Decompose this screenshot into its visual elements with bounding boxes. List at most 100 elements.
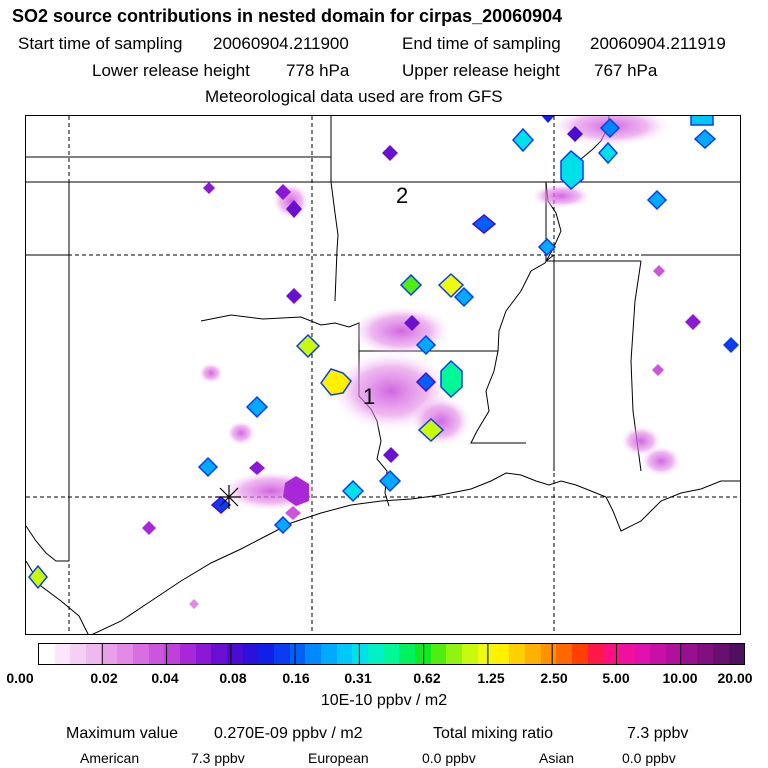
source-cell — [203, 182, 215, 194]
source-cell — [646, 189, 668, 211]
marker-2: 2 — [396, 183, 408, 208]
source-cell — [189, 599, 199, 609]
colorbar-dividers — [101, 643, 682, 665]
source-cell — [295, 333, 321, 359]
end-time-label: End time of sampling — [402, 34, 561, 53]
source-cell — [437, 272, 465, 299]
source-cell — [28, 564, 48, 590]
total-mixing-value: 7.3 ppbv — [627, 725, 689, 742]
colorbar-cell — [148, 644, 165, 664]
marker-1: 1 — [363, 384, 375, 409]
colorbar-cell — [242, 644, 259, 664]
source-cell — [417, 417, 445, 443]
lower-release-value: 778 hPa — [286, 61, 350, 80]
source-cell — [560, 149, 584, 191]
colorbar-cell — [211, 644, 228, 664]
start-time-value: 20060904.211900 — [213, 34, 349, 53]
boundary-ar-ok — [330, 157, 339, 302]
colorbar-tick-label: 0.00 — [6, 670, 34, 686]
start-time-label: Start time of sampling — [18, 34, 183, 53]
colorbar-cell — [117, 644, 134, 664]
source-cell — [197, 456, 219, 478]
source-cell — [453, 286, 475, 308]
max-value-label: Maximum value — [66, 725, 179, 742]
colorbar-cell — [571, 644, 588, 664]
boundary-red-river — [200, 314, 360, 351]
source-cell — [286, 200, 302, 218]
source-cell — [142, 521, 156, 535]
upper-release-value: 767 hPa — [594, 61, 658, 80]
colorbar-cell — [336, 644, 353, 664]
colorbar-cell — [101, 644, 118, 664]
concentration-field — [199, 116, 681, 511]
plot-title: SO2 source contributions in nested domai… — [12, 6, 563, 26]
source-cell — [415, 371, 437, 393]
total-mixing-label: Total mixing ratio — [433, 725, 554, 742]
met-data-line: Meteorological data used are from GFS — [205, 87, 503, 106]
colorbar-cell — [477, 644, 494, 664]
colorbar-cell — [383, 644, 400, 664]
american-label: American — [80, 750, 140, 766]
colorbar-tick-label: 2.50 — [540, 670, 568, 686]
colorbar — [38, 643, 745, 665]
colorbar-cell — [368, 644, 384, 664]
plume-area — [199, 363, 223, 383]
colorbar-cell — [587, 644, 604, 664]
source-cell — [599, 117, 621, 139]
colorbar-cell — [39, 644, 55, 664]
colorbar-cell — [180, 644, 196, 664]
asian-label: Asian — [539, 750, 575, 766]
plume-area — [531, 184, 591, 208]
colorbar-cell — [712, 644, 729, 664]
map-canvas: 1 2 — [26, 116, 740, 634]
source-cell — [275, 184, 291, 200]
source-cell — [245, 395, 269, 419]
release-star-icon — [216, 485, 241, 509]
colorbar-cell — [195, 644, 212, 664]
colorbar-cell — [728, 644, 745, 664]
colorbar-cell — [352, 644, 369, 664]
colorbar-cell — [164, 644, 181, 664]
asian-value: 0.0 ppbv — [622, 750, 676, 766]
boundary-mississippi-river — [497, 181, 562, 352]
colorbar-tick-label: 10.00 — [662, 670, 698, 686]
boundary-la-ms — [470, 350, 526, 444]
source-cell — [723, 337, 739, 353]
colorbar-cell — [305, 644, 322, 664]
colorbar-cell — [399, 644, 416, 664]
colorbar-tick-label: 0.62 — [413, 670, 441, 686]
colorbar-tick-label: 0.31 — [344, 670, 372, 686]
source-cell — [273, 515, 293, 535]
colorbar-cell — [681, 644, 698, 664]
colorbar-tick-label: 1.25 — [477, 670, 505, 686]
source-cell — [404, 315, 420, 331]
source-cell — [249, 461, 265, 475]
colorbar-cell — [54, 644, 71, 664]
colorbar-cell — [556, 644, 572, 664]
colorbar-cell — [697, 644, 713, 664]
end-time-value: 20060904.211919 — [590, 34, 726, 53]
upper-release-label: Upper release height — [402, 61, 560, 80]
colorbar-tick-label: 0.02 — [90, 670, 118, 686]
source-cell — [399, 273, 423, 297]
source-cell — [685, 314, 701, 330]
boundary-ok-north — [26, 116, 332, 158]
source-cell — [541, 116, 555, 123]
rio-grande — [26, 525, 69, 562]
plume-area — [227, 421, 255, 445]
source-cell — [415, 334, 437, 356]
point-sources — [28, 116, 739, 609]
colorbar-units: 10E-10 ppbv / m2 — [320, 692, 448, 709]
colorbar-cell — [289, 644, 306, 664]
colorbar-cell — [462, 644, 478, 664]
colorbar-cell — [274, 644, 290, 664]
colorbar-cell — [70, 644, 87, 664]
colorbar-cell — [493, 644, 510, 664]
source-cell — [341, 479, 365, 503]
source-cell — [383, 447, 399, 463]
colorbar-cell — [665, 644, 682, 664]
source-cell — [283, 476, 309, 506]
colorbar-tick-label: 20.00 — [717, 670, 753, 686]
plume-area — [411, 396, 471, 446]
source-cell — [511, 127, 535, 153]
